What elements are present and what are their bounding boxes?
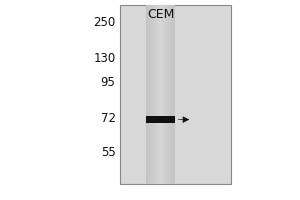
Bar [157, 5, 158, 184]
Bar [154, 5, 155, 184]
Bar [167, 5, 168, 184]
Bar [150, 5, 151, 184]
Bar [168, 5, 169, 184]
Bar [151, 5, 152, 184]
Bar [159, 5, 160, 184]
Bar [148, 5, 149, 184]
Bar [146, 116, 175, 123]
Bar [153, 5, 154, 184]
Bar [120, 5, 231, 184]
Bar [174, 5, 175, 184]
Bar [169, 5, 170, 184]
Bar [146, 5, 147, 184]
Bar [166, 5, 167, 184]
Bar [171, 5, 172, 184]
Bar [173, 5, 174, 184]
Text: 55: 55 [101, 146, 116, 158]
Bar [170, 5, 171, 184]
Bar [160, 5, 161, 184]
Bar [172, 5, 173, 184]
Bar [155, 5, 156, 184]
Text: 72: 72 [100, 112, 116, 126]
Bar [162, 5, 163, 184]
Bar [156, 5, 157, 184]
Text: 250: 250 [93, 17, 116, 29]
Bar [147, 5, 148, 184]
Bar [160, 5, 161, 184]
Bar [149, 5, 150, 184]
Bar [158, 5, 159, 184]
Text: 130: 130 [93, 52, 116, 66]
Bar [152, 5, 153, 184]
Text: 95: 95 [100, 76, 116, 90]
Text: CEM: CEM [147, 8, 174, 21]
Bar [164, 5, 165, 184]
Bar [161, 5, 162, 184]
Bar [165, 5, 166, 184]
Bar [163, 5, 164, 184]
